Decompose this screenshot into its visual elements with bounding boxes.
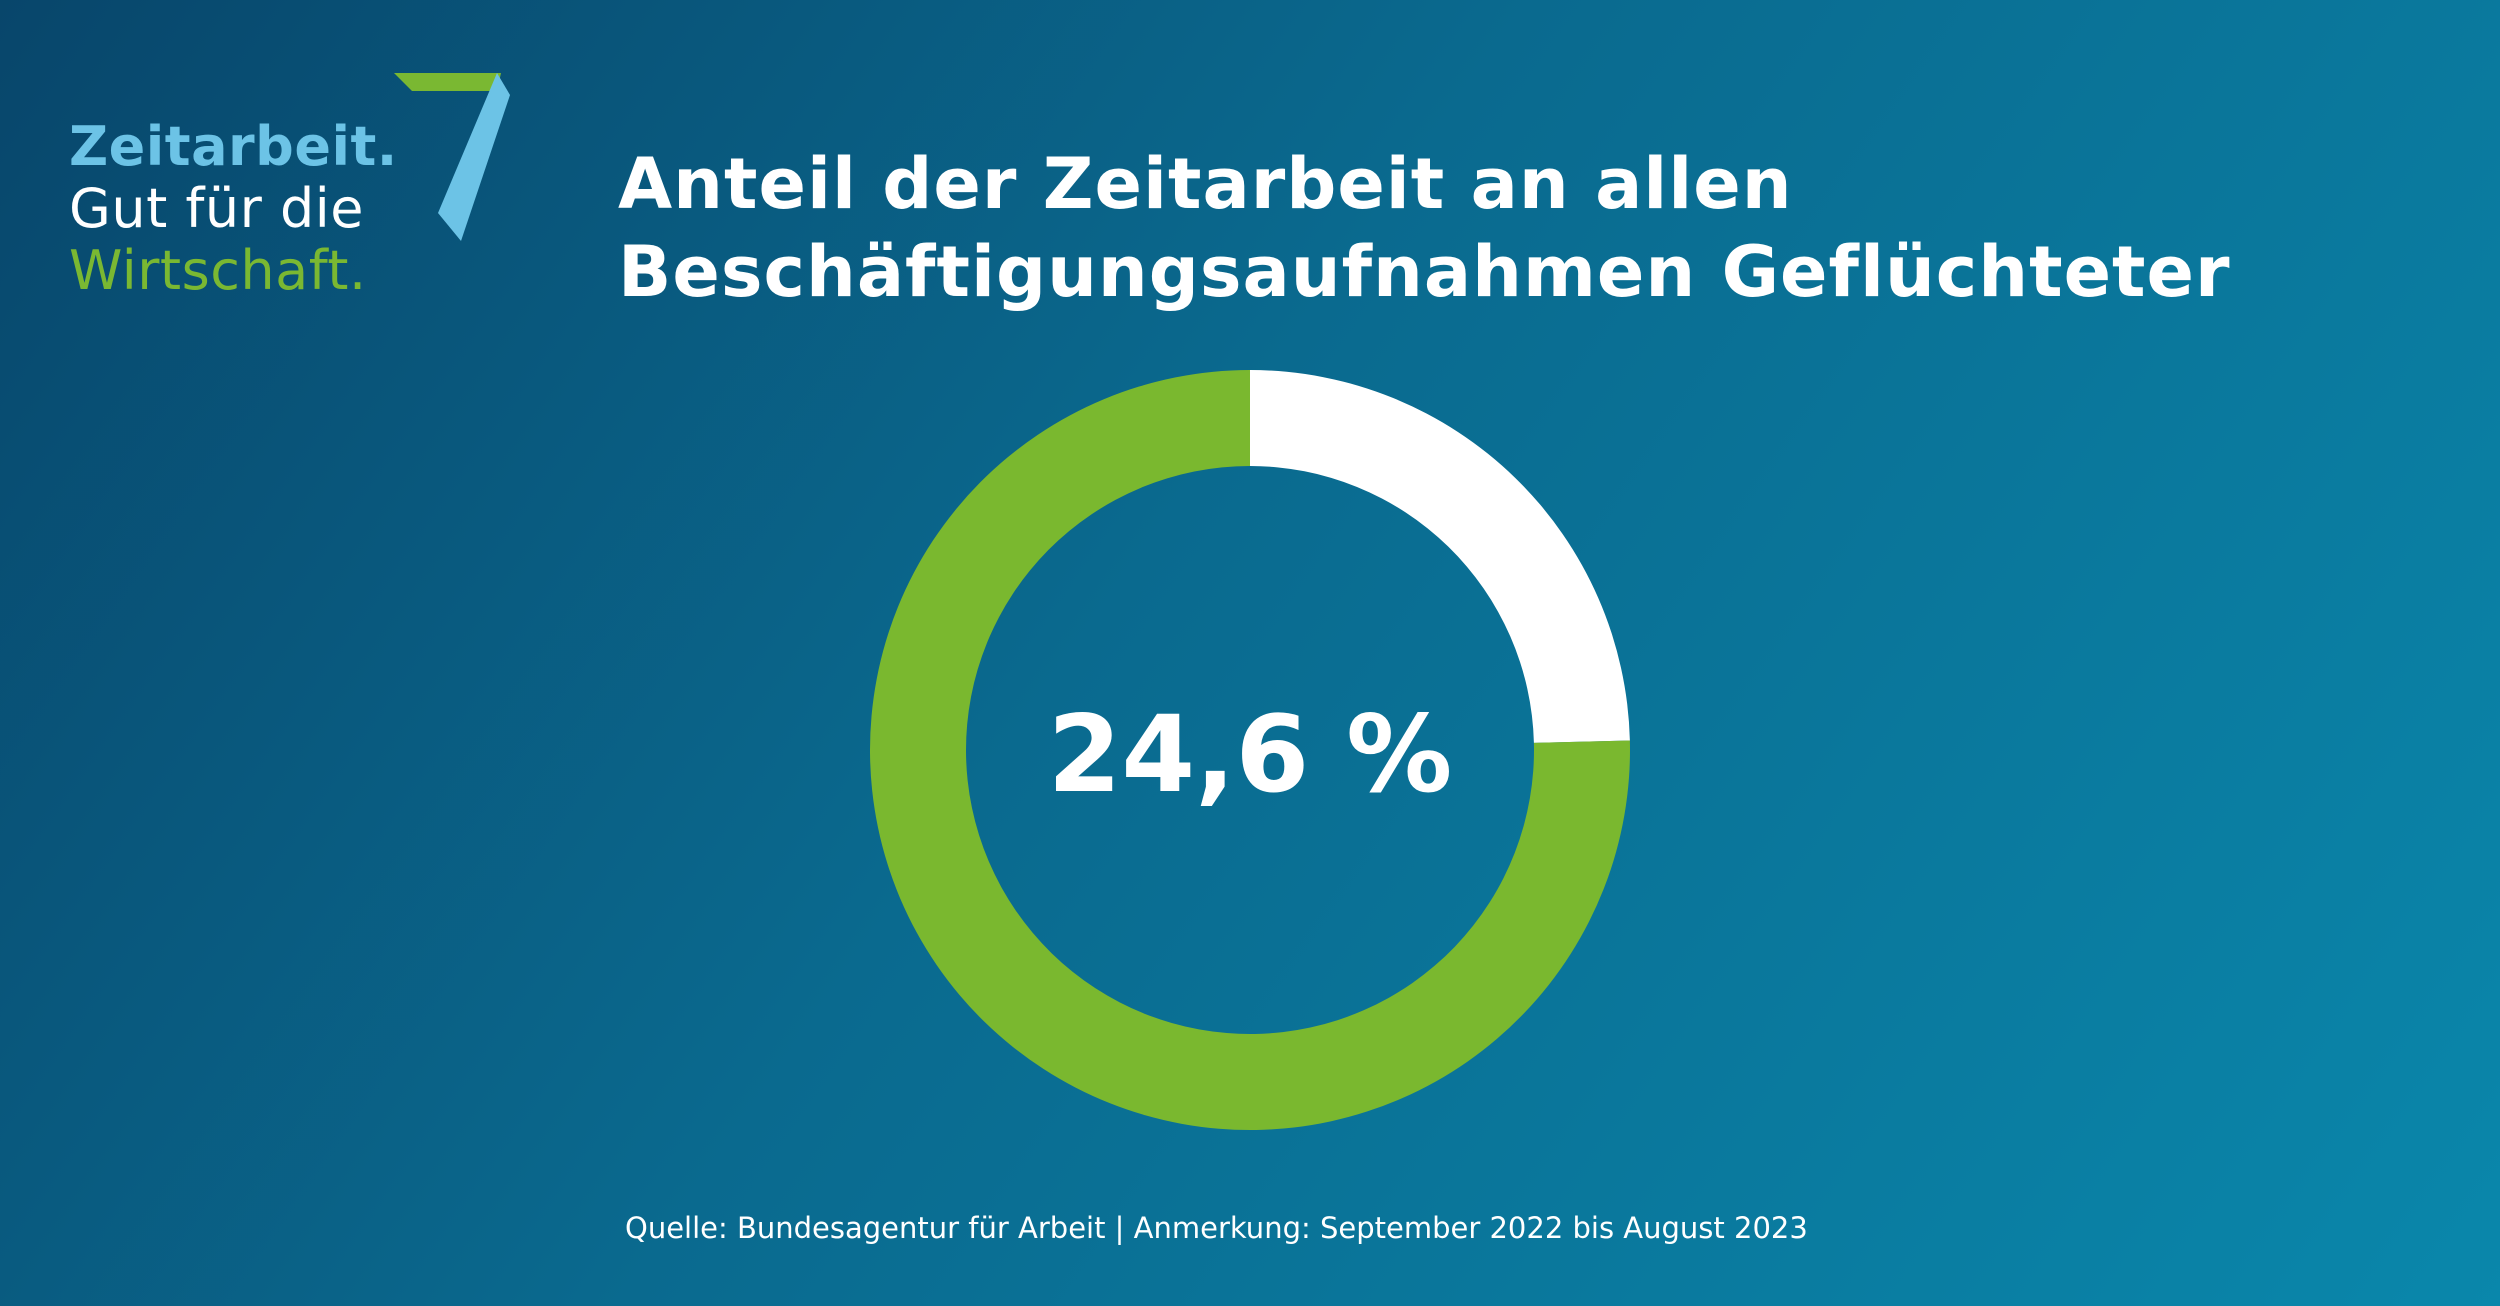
chart-title-line-2: Beschäftigungsaufnahmen Geflüchteter xyxy=(618,231,2231,313)
seven-mark-icon xyxy=(394,73,510,241)
seven-mark-blue-stroke xyxy=(438,73,510,241)
source-note: Quelle: Bundesagentur für Arbeit | Anmer… xyxy=(625,1211,1808,1245)
brand-logo: Zeitarbeit. Gut für die Wirtschaft. xyxy=(69,55,529,315)
donut-chart xyxy=(869,370,1630,1130)
logo-line-zeitarbeit: Zeitarbeit. xyxy=(69,115,398,178)
donut-center-value: 24,6 % xyxy=(1047,693,1453,816)
donut-slice-1 xyxy=(1250,370,1630,743)
chart-title-line-1: Anteil der Zeitarbeit an allen xyxy=(618,143,1793,225)
seven-mark-green-bar xyxy=(394,73,501,91)
logo-line-gut-fuer-die: Gut für die xyxy=(69,177,365,240)
chart-title: Anteil der Zeitarbeit an allen Beschäfti… xyxy=(618,140,2318,316)
logo-line-wirtschaft: Wirtschaft. xyxy=(69,239,367,302)
